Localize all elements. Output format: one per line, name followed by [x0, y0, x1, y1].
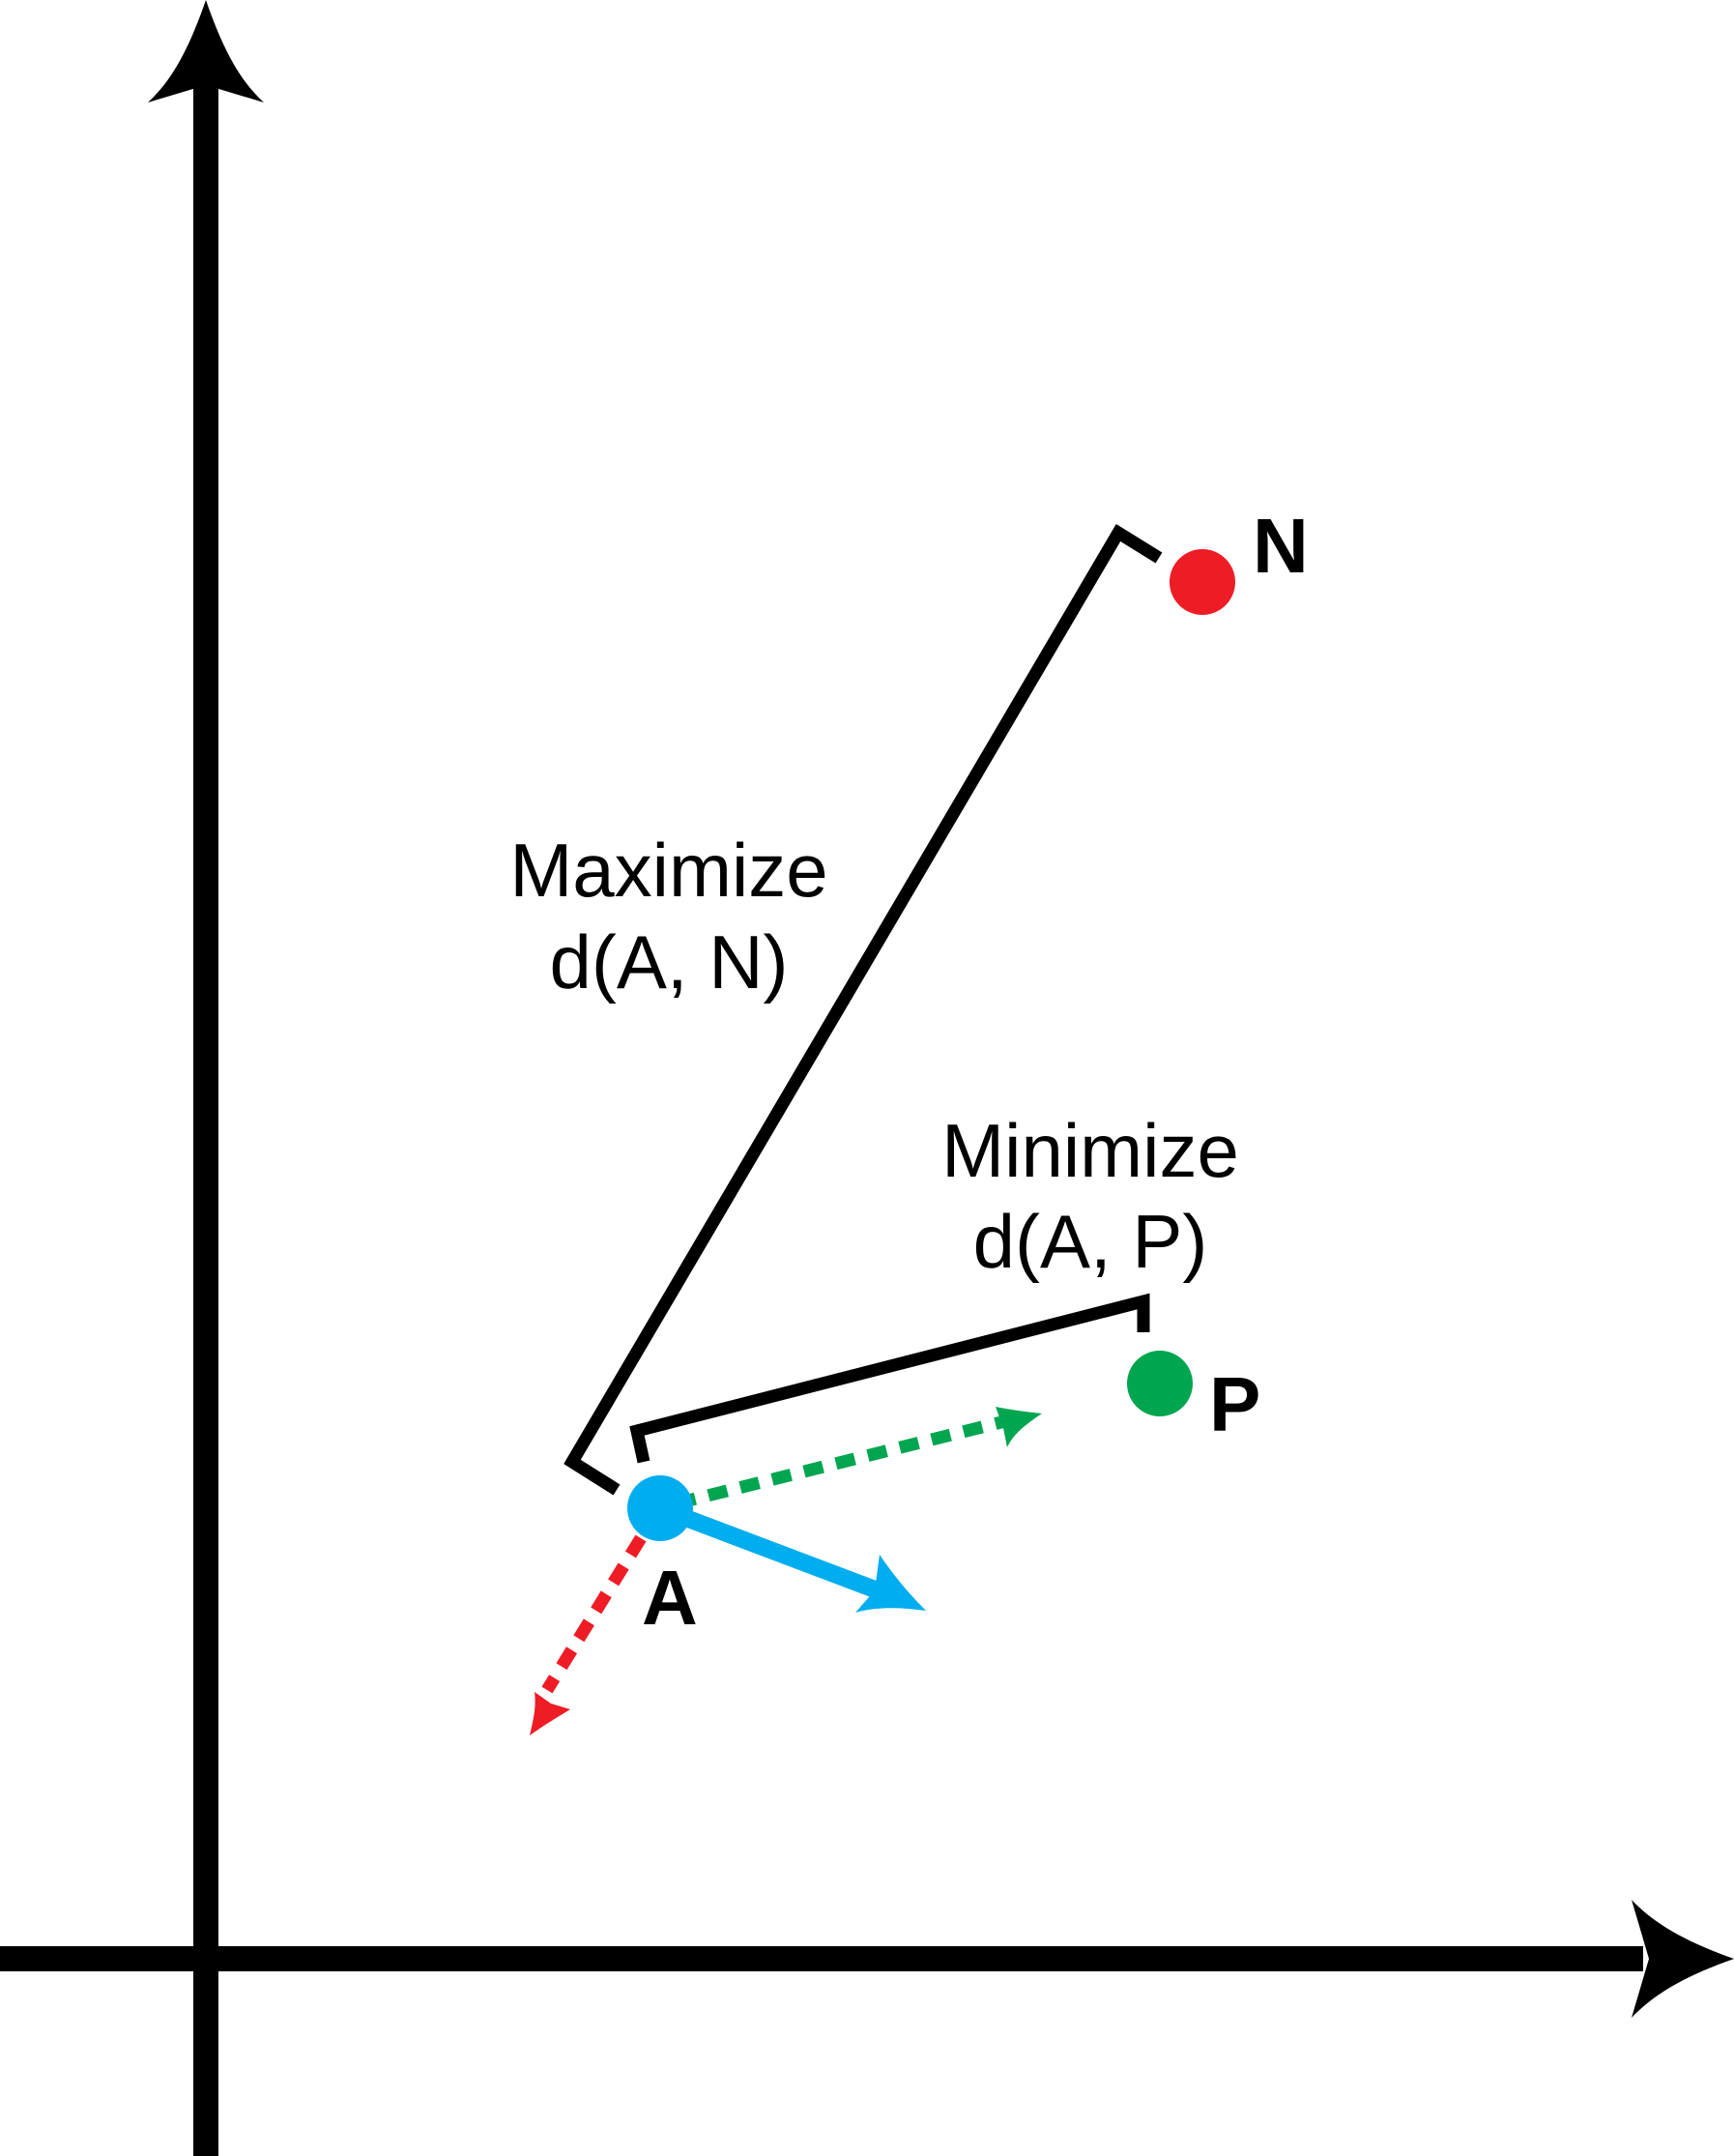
anchor-label: A	[642, 1555, 698, 1641]
maximize-caption-line2: d(A, N)	[549, 919, 788, 1005]
negative-label: N	[1253, 503, 1309, 589]
y-axis-arrowhead	[148, 0, 264, 102]
positive-label: P	[1209, 1361, 1260, 1447]
maximize-caption-line1: Maximize	[509, 828, 827, 913]
x-axis-arrowhead	[1632, 1900, 1734, 2018]
positive-gradient-arrow	[675, 1407, 1042, 1510]
positive-arrow-head	[996, 1407, 1042, 1447]
negative-point	[1170, 549, 1235, 615]
positive-point	[1127, 1351, 1193, 1416]
negative-distance-bracket	[564, 523, 1163, 1496]
anchor-update-arrow	[656, 1500, 926, 1613]
minimize-caption-line1: Minimize	[941, 1108, 1239, 1193]
x-axis	[0, 1900, 1734, 2018]
positive-distance-bracket	[629, 1293, 1150, 1464]
y-axis	[148, 0, 264, 2156]
anchor-point	[627, 1475, 693, 1541]
minimize-caption-line2: d(A, P)	[973, 1199, 1208, 1284]
negative-arrow-head	[530, 1692, 570, 1735]
anchor-arrow-head	[855, 1555, 926, 1613]
negative-gradient-arrow	[530, 1534, 647, 1735]
